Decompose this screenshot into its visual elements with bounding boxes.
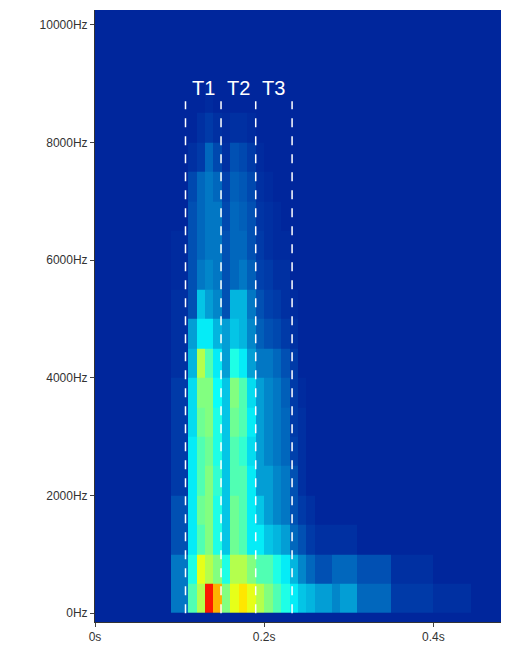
svg-text:2000Hz: 2000Hz: [46, 489, 87, 503]
svg-text:0Hz: 0Hz: [66, 606, 87, 620]
svg-text:0.2s: 0.2s: [253, 630, 276, 644]
svg-text:6000Hz: 6000Hz: [46, 253, 87, 267]
svg-text:0s: 0s: [89, 630, 102, 644]
svg-text:10000Hz: 10000Hz: [40, 18, 88, 32]
svg-text:T2: T2: [227, 77, 250, 99]
svg-text:T1: T1: [192, 77, 215, 99]
svg-text:8000Hz: 8000Hz: [46, 136, 87, 150]
svg-text:4000Hz: 4000Hz: [46, 371, 87, 385]
svg-text:0.4s: 0.4s: [422, 630, 445, 644]
svg-text:T3: T3: [262, 77, 285, 99]
